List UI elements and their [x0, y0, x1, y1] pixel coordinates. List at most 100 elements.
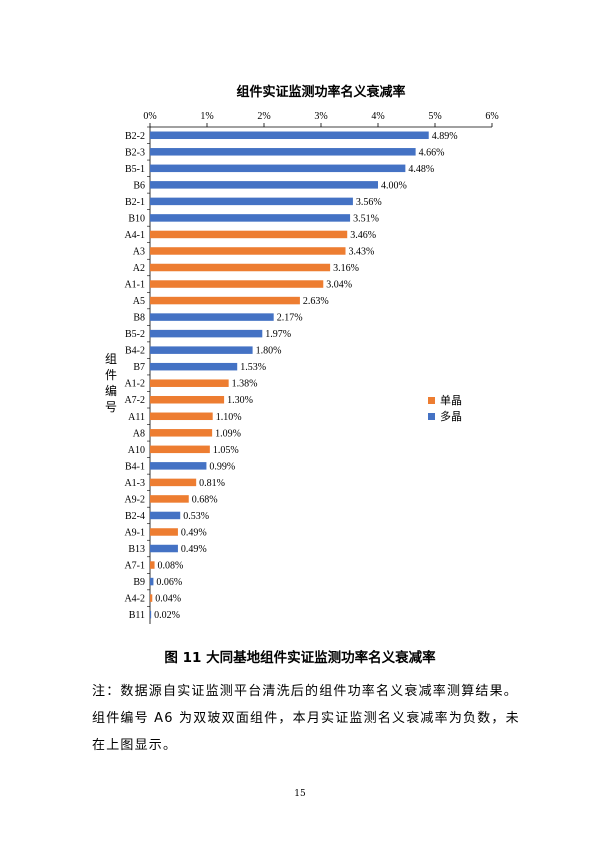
page-number: 15 [294, 789, 306, 799]
x-tick-label: 1% [200, 111, 213, 122]
bar [150, 329, 263, 338]
category-label: B2-4 [125, 511, 145, 522]
bar [150, 164, 406, 173]
bar [150, 280, 324, 288]
bar [150, 148, 416, 156]
bar [150, 362, 238, 371]
category-label: B2-3 [125, 147, 145, 158]
category-label: B5-2 [125, 329, 145, 340]
bar [150, 594, 153, 602]
category-label: A9-1 [124, 527, 145, 538]
x-tick-label: 6% [485, 111, 498, 122]
figure-caption: 图 11 大同基地组件实证监测功率名义衰减率 [164, 650, 436, 666]
data-label: 0.68% [192, 494, 218, 505]
category-label: B9 [133, 577, 145, 588]
data-label: 0.99% [209, 461, 235, 472]
category-label: B10 [128, 213, 145, 224]
chart-title: 组件实证监测功率名义衰减率 [236, 85, 406, 100]
category-label: B4-2 [125, 346, 145, 357]
data-label: 0.06% [156, 577, 182, 588]
data-label: 0.49% [181, 527, 207, 538]
data-label: 4.66% [419, 147, 445, 158]
bar [150, 495, 189, 503]
x-tick-label: 4% [371, 111, 384, 122]
bar [150, 263, 331, 272]
category-label: A1-1 [124, 280, 145, 291]
category-label: B2-1 [125, 197, 145, 208]
x-tick-label: 2% [257, 111, 270, 122]
bar [150, 214, 351, 222]
category-label: A11 [128, 412, 145, 423]
x-tick-label: 3% [314, 111, 327, 122]
data-label: 3.56% [356, 197, 382, 208]
bar [150, 610, 152, 619]
data-label: 1.97% [265, 329, 291, 340]
bar [150, 511, 181, 520]
data-label: 1.53% [240, 362, 266, 373]
bar [150, 346, 253, 354]
bar [150, 478, 197, 487]
data-label: 1.38% [232, 379, 258, 390]
data-label: 1.05% [213, 445, 239, 456]
bar [150, 230, 348, 239]
data-label: 4.89% [432, 131, 458, 142]
bar [150, 247, 346, 255]
category-label: B2-2 [125, 131, 145, 142]
category-label: A7-1 [124, 561, 145, 572]
data-label: 3.43% [349, 246, 375, 257]
category-label: A4-1 [124, 230, 145, 241]
data-label: 0.81% [199, 478, 225, 489]
legend-item-polycrystalline: 多晶 [428, 408, 462, 424]
legend-swatch-polycrystalline [428, 412, 435, 420]
category-label: B5-1 [125, 164, 145, 175]
category-label: A7-2 [124, 395, 145, 406]
data-label: 3.46% [350, 230, 376, 241]
data-label: 0.49% [181, 544, 207, 555]
y-axis-label: 组件编号 [104, 352, 117, 414]
category-label: B8 [133, 313, 145, 324]
data-label: 1.80% [256, 346, 282, 357]
note-line: 注：数据源自实证监测平台清洗后的组件功率名义衰减率测算结果。 [92, 684, 519, 699]
bar [150, 379, 229, 387]
x-tick-label: 5% [428, 111, 441, 122]
legend-swatch-monocrystalline [428, 396, 435, 404]
bar [150, 313, 274, 321]
data-label: 4.00% [381, 180, 407, 191]
x-tick-label: 0% [143, 111, 156, 122]
data-label: 2.17% [277, 313, 303, 324]
data-label: 1.10% [216, 412, 242, 423]
bar [150, 528, 178, 536]
data-label: 3.51% [353, 213, 379, 224]
bar [150, 296, 300, 305]
bar-chart: 0% 1% 2% 3% 4% 5% 6% B2-2 B2-3 B5-1 B6 B2-1 B10 A4-1… [124, 111, 499, 624]
legend-label-monocrystalline: 单晶 [440, 394, 462, 407]
data-label: 1.30% [227, 395, 253, 406]
data-label: 0.04% [155, 594, 181, 605]
category-label: A5 [133, 296, 145, 307]
data-label: 0.02% [154, 610, 180, 621]
data-label: 2.63% [303, 296, 329, 307]
bar [150, 445, 210, 454]
data-label: 1.09% [215, 428, 241, 439]
legend-label-polycrystalline: 多晶 [440, 410, 462, 423]
category-label: B13 [128, 544, 145, 555]
legend: 单晶 多晶 [428, 392, 462, 424]
bar [150, 544, 178, 553]
category-label: B11 [129, 610, 145, 621]
category-label: A9-2 [124, 494, 145, 505]
note-paragraph: 注：数据源自实证监测平台清洗后的组件功率名义衰减率测算结果。 组件编号 A6 为… [92, 678, 522, 759]
data-label: 0.53% [183, 511, 209, 522]
category-label: A3 [133, 246, 145, 257]
category-label: A1-3 [124, 478, 145, 489]
category-label: A8 [133, 428, 145, 439]
bar [150, 197, 353, 206]
category-label: A2 [133, 263, 145, 274]
bar [150, 577, 154, 586]
category-label: A1-2 [124, 379, 145, 390]
bar [150, 412, 213, 421]
data-label: 4.48% [408, 164, 434, 175]
bar [150, 462, 207, 470]
bar [150, 181, 378, 189]
data-label: 0.08% [158, 561, 184, 572]
category-label: A4-2 [124, 594, 145, 605]
